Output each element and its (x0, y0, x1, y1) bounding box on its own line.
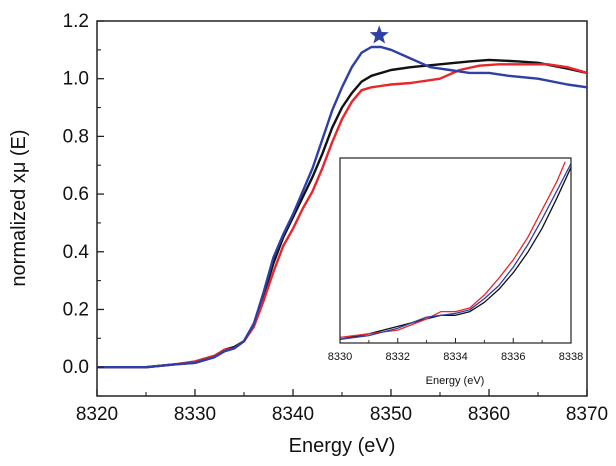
star-marker-icon (369, 25, 389, 44)
inset-series-group (339, 161, 572, 340)
main-x-axis: 8320 8330 8340 8350 8360 8370 (76, 389, 608, 425)
main-y-tick-label: 0.2 (63, 299, 89, 320)
inset-x-tick-label: 8332 (386, 351, 410, 363)
main-x-tick-label: 8350 (370, 404, 412, 425)
main-y-tick-label: 0.6 (63, 184, 89, 205)
inset-series-line-3 (339, 163, 572, 340)
inset-series-line-1 (339, 167, 572, 340)
main-y-tick-label: 0.0 (63, 357, 89, 378)
main-plot: 8320 8330 8340 8350 8360 8370 0.0 0.2 0.4 0.6 0.8… (8, 11, 608, 457)
main-x-tick-label: 8360 (468, 404, 510, 425)
main-x-tick-label: 8320 (76, 404, 118, 425)
main-x-axis-title: Energy (eV) (289, 435, 396, 457)
main-y-tick-label: 1.0 (63, 69, 89, 90)
main-x-tick-label: 8370 (566, 404, 608, 425)
main-y-tick-label: 0.8 (63, 126, 89, 147)
main-y-axis-title: normalized xμ (E) (8, 129, 30, 286)
inset-x-tick-label: 8338 (559, 351, 583, 363)
main-x-tick-label: 8340 (272, 404, 314, 425)
main-series-group (97, 45, 588, 369)
main-y-tick-label: 1.2 (63, 11, 89, 32)
inset-x-tick-label: 8336 (501, 351, 525, 363)
inset-x-tick-label: 8334 (443, 351, 467, 363)
inset-series-line-2 (339, 161, 566, 339)
main-y-tick-label: 0.4 (63, 242, 90, 263)
inset-x-axis: 8330 8332 8334 8336 8338 (328, 338, 583, 363)
main-y-axis: 0.0 0.2 0.4 0.6 0.8 1.0 1.2 (63, 11, 104, 397)
inset-x-tick-label: 8330 (328, 351, 352, 363)
inset-x-axis-title: Energy (eV) (426, 375, 485, 387)
main-x-tick-label: 8330 (174, 404, 216, 425)
inset-plot: 8330 8332 8334 8336 8338 Energy (eV) (328, 157, 583, 387)
main-annotations (369, 25, 389, 44)
main-series-line-2 (97, 63, 588, 369)
main-series-line-3 (97, 45, 588, 369)
